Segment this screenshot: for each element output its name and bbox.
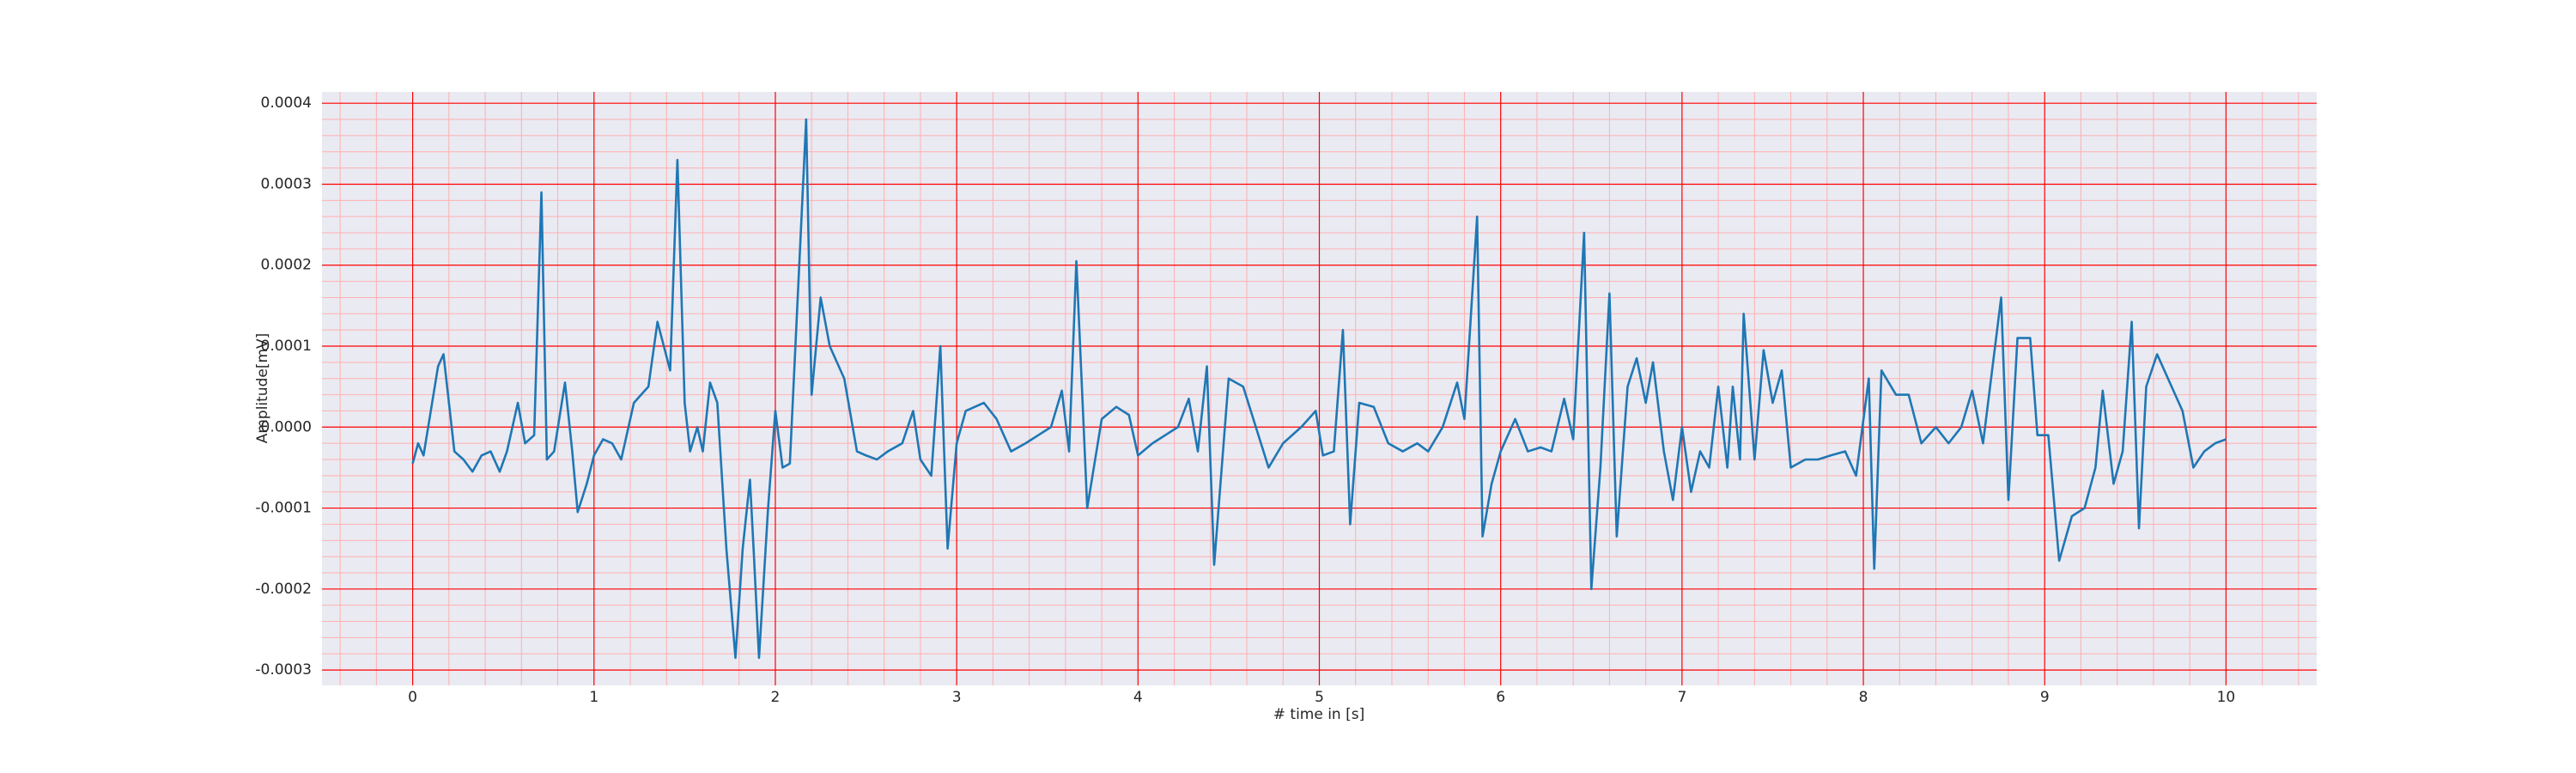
y-tick-label: 0.0001 (261, 338, 312, 355)
x-tick-label: 4 (1133, 689, 1143, 706)
x-tick-label: 10 (2217, 689, 2236, 706)
data-line (411, 118, 2227, 660)
x-axis-label: # time in [s] (1273, 706, 1364, 723)
y-tick-label: 0.0002 (261, 257, 312, 274)
x-tick-label: 2 (771, 689, 781, 706)
x-tick-label: 0 (408, 689, 417, 706)
y-axis-label: Amplitude[mV] (254, 333, 271, 444)
x-tick-label: 7 (1677, 689, 1686, 706)
x-tick-label: 9 (2040, 689, 2050, 706)
x-tick-label: 6 (1496, 689, 1505, 706)
plot-area (322, 92, 2317, 685)
y-tick-label: -0.0002 (255, 581, 312, 598)
y-tick-label: 0.0003 (261, 175, 312, 192)
y-tick-label: 0.0000 (261, 418, 312, 435)
y-tick-label: 0.0004 (261, 94, 312, 112)
x-tick-label: 1 (589, 689, 598, 706)
x-tick-label: 3 (952, 689, 962, 706)
x-tick-label: 5 (1315, 689, 1324, 706)
y-tick-label: -0.0001 (255, 500, 312, 517)
x-tick-label: 8 (1859, 689, 1868, 706)
y-tick-label: -0.0003 (255, 661, 312, 679)
